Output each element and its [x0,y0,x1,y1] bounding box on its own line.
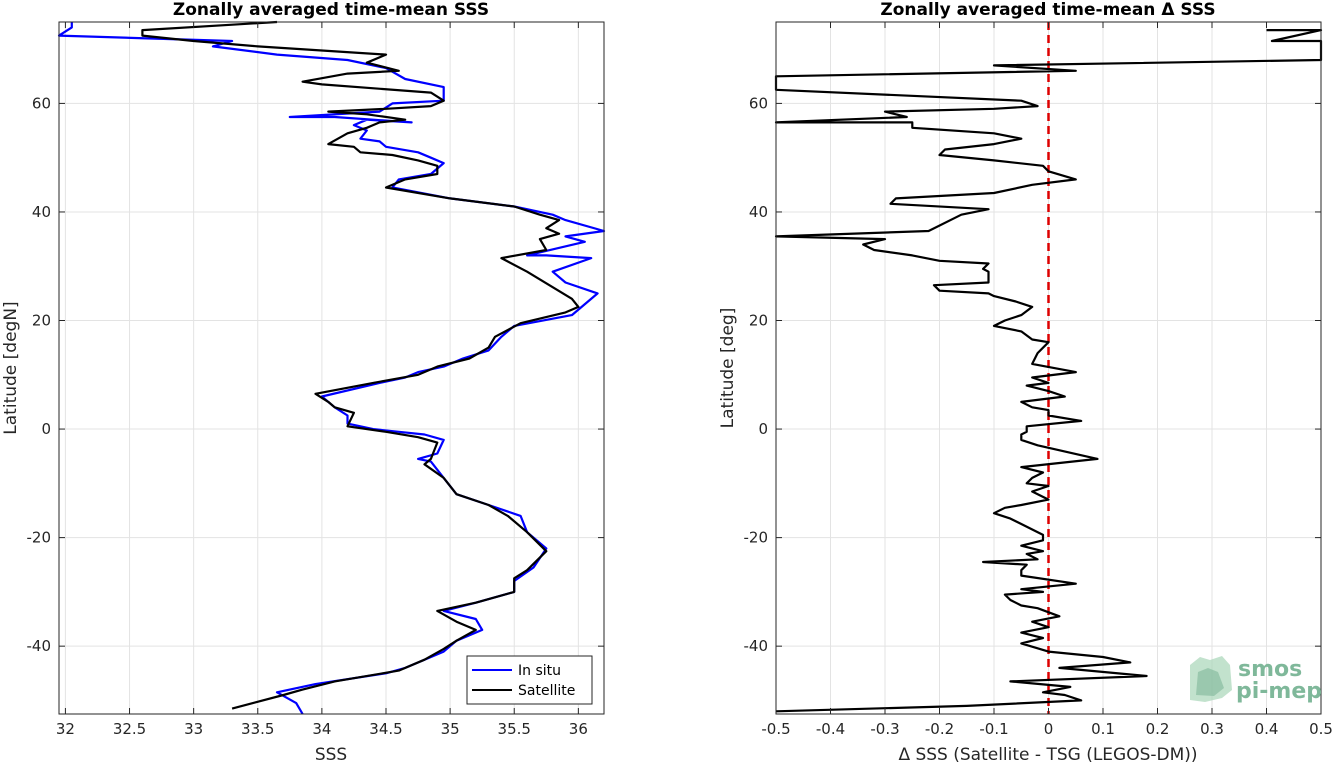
y-tick-label: -40 [744,637,769,655]
legend-label-in-situ: In situ [518,663,561,679]
y-tick-label: 20 [32,312,51,330]
series-line-delta-sss [774,29,1323,713]
right-series-group [774,29,1323,713]
y-tick-label: 20 [749,312,768,330]
x-tick-label: 33.5 [241,720,274,738]
x-tick-label: 0 [1044,720,1054,738]
series-line-satellite [141,20,580,710]
x-tick-label: 0.4 [1255,720,1279,738]
logo-mark-inner-icon [1196,668,1224,696]
y-tick-label: -20 [744,529,769,547]
right-chart-title: Zonally averaged time-mean Δ SSS [880,0,1215,20]
left-ticks: 32 32.5 33 33.5 34 34.5 35 35.5 36 -40 -20 0 20 40 60 [27,22,604,738]
y-tick-label: 60 [32,94,51,112]
x-tick-label: -0.5 [761,720,790,738]
left-panel: 32 32.5 33 33.5 34 34.5 35 35.5 36-40-200204060 … [1,0,606,764]
x-tick-label: 0.5 [1309,720,1333,738]
left-grid [59,22,604,714]
x-tick-label: 33 [184,720,203,738]
x-tick-label: 36 [569,720,588,738]
smos-pi-mep-logo: smos pi-mep [1190,656,1322,704]
left-x-axis-label: SSS [315,745,347,764]
x-tick-label: 35 [441,720,460,738]
y-tick-label: -20 [27,529,52,547]
x-tick-label: 32 [56,720,75,738]
right-y-axis-label: Latitude [deg] [718,308,738,429]
left-plot-frame [58,21,605,715]
legend-box [466,655,593,705]
y-tick-label: 0 [41,420,51,438]
right-ticks: -0.5 -0.4 -0.3 -0.2 -0.1 0 0.1 0.2 0.3 0.4 0.5 -40 -… [744,22,1333,738]
y-tick-label: 40 [749,203,768,221]
right-panel: -0.5 -0.4 -0.3 -0.2 -0.1 0 0.1 0.2 0.3 0.4 0.5 -40 -… [718,0,1333,764]
left-chart-title: Zonally averaged time-mean SSS [173,0,489,20]
x-tick-label: 34.5 [369,720,402,738]
x-tick-label: 0.1 [1091,720,1115,738]
y-tick-label: 60 [749,94,768,112]
right-x-axis-label: Δ SSS (Satellite - TSG (LEGOS-DM)) [898,745,1197,764]
x-tick-label: -0.4 [816,720,845,738]
x-tick-label: -0.2 [925,720,954,738]
x-tick-label: -0.1 [979,720,1008,738]
left-plot-area [59,22,604,714]
logo-text-pi-mep: pi-mep [1236,679,1322,704]
logo-text-smos: smos [1238,657,1302,682]
legend: In situ Satellite [466,655,593,705]
x-tick-label: -0.3 [870,720,899,738]
left-y-axis-label: Latitude [degN] [1,301,21,434]
y-tick-label: 40 [32,203,51,221]
y-tick-label: 0 [758,420,768,438]
left-series-group [57,20,606,715]
legend-label-satellite: Satellite [518,683,575,699]
x-tick-label: 32.5 [113,720,146,738]
x-tick-label: 0.2 [1146,720,1170,738]
x-tick-label: 0.3 [1200,720,1224,738]
x-tick-label: 35.5 [498,720,531,738]
x-tick-label: 34 [312,720,331,738]
y-tick-label: -40 [27,637,52,655]
